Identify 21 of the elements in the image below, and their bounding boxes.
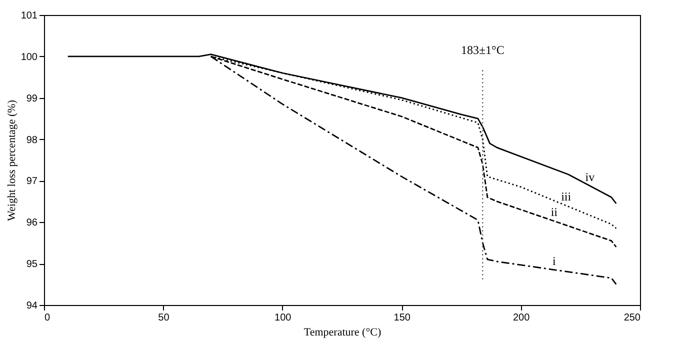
y-tick-label: 95 xyxy=(26,259,38,270)
x-tick-label: 250 xyxy=(624,312,641,324)
x-tick-label: 150 xyxy=(394,312,411,324)
x-tick-label: 200 xyxy=(512,312,530,324)
y-tick-label: 98 xyxy=(26,134,38,146)
series-label: iv xyxy=(585,170,595,184)
y-tick-label: 94 xyxy=(26,300,38,312)
x-axis-title: Temperature (°C) xyxy=(304,326,382,338)
y-axis-title: Weight loss percentage (%) xyxy=(6,100,18,221)
y-tick-label: 100 xyxy=(20,52,38,63)
y-tick-label: 96 xyxy=(26,218,38,229)
ref-line-label: 183±1°C xyxy=(460,43,504,57)
y-tick-label: 97 xyxy=(26,176,38,188)
x-tick-label: 50 xyxy=(158,312,170,324)
y-tick-label: 101 xyxy=(20,10,38,22)
x-tick-label: 100 xyxy=(274,312,292,324)
series-label: i xyxy=(552,254,557,268)
y-tick-label: 99 xyxy=(26,93,38,104)
series-label: ii xyxy=(550,205,558,220)
x-tick-label: 0 xyxy=(44,312,50,324)
series-label: iii xyxy=(561,190,572,204)
